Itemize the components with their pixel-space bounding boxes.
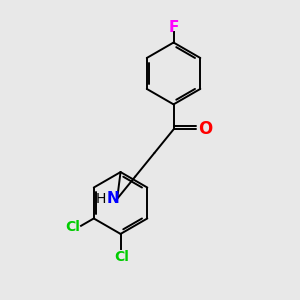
Text: N: N — [107, 191, 120, 206]
Text: F: F — [168, 20, 179, 35]
Text: Cl: Cl — [65, 220, 80, 234]
Text: H: H — [96, 192, 106, 206]
Text: O: O — [198, 120, 212, 138]
Text: Cl: Cl — [115, 250, 130, 264]
